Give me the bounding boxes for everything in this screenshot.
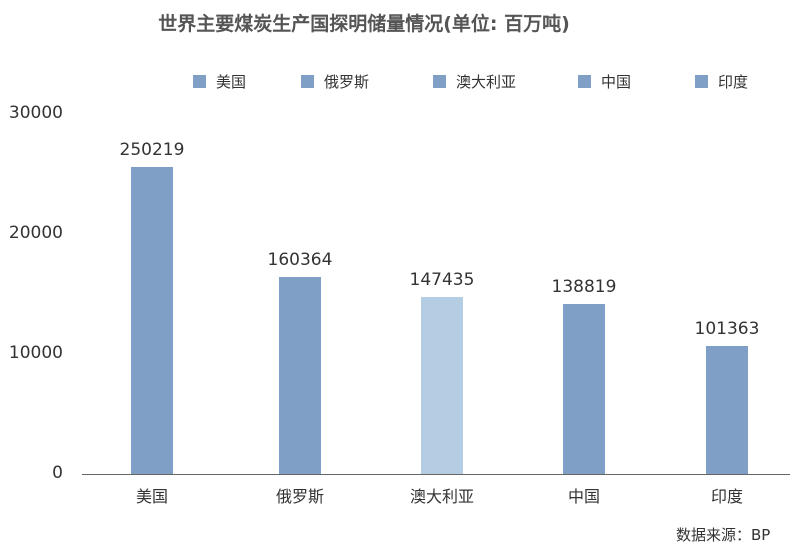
data-label: 250219 [120,140,185,160]
chart-title: 世界主要煤炭生产国探明储量情况(单位: 百万吨) [158,12,570,35]
bars: 250219 160364 147435 138819 101363 [120,140,760,474]
x-tick-label: 俄罗斯 [276,487,324,506]
bar [563,304,605,474]
bar [706,346,748,474]
y-tick-label: 10000 [9,343,63,363]
legend-swatch [301,75,314,88]
y-axis: 0 10000 20000 30000 [9,103,63,483]
legend-label: 印度 [718,73,748,91]
x-tick-label: 中国 [568,487,600,506]
x-tick-label: 印度 [711,487,743,506]
legend-label: 美国 [216,73,246,91]
legend-swatch [695,75,708,88]
y-tick-label: 30000 [9,103,63,123]
bar [421,297,463,474]
y-tick-label: 0 [52,463,63,483]
x-tick-label: 澳大利亚 [410,487,474,506]
legend: 美国 俄罗斯 澳大利亚 中国 印度 [193,73,748,91]
source-note: 数据来源：BP [676,526,770,544]
x-axis: 美国 俄罗斯 澳大利亚 中国 印度 [82,474,790,506]
legend-label: 俄罗斯 [324,73,369,91]
bar [279,277,321,474]
legend-label: 澳大利亚 [456,73,516,91]
data-label: 147435 [410,270,475,290]
x-tick-label: 美国 [136,487,168,506]
legend-swatch [193,75,206,88]
legend-label: 中国 [601,73,631,91]
legend-swatch [433,75,446,88]
y-tick-label: 20000 [9,223,63,243]
bar [131,167,173,474]
data-label: 138819 [552,277,617,297]
legend-swatch [578,75,591,88]
data-label: 101363 [695,319,760,339]
data-label: 160364 [268,250,333,270]
